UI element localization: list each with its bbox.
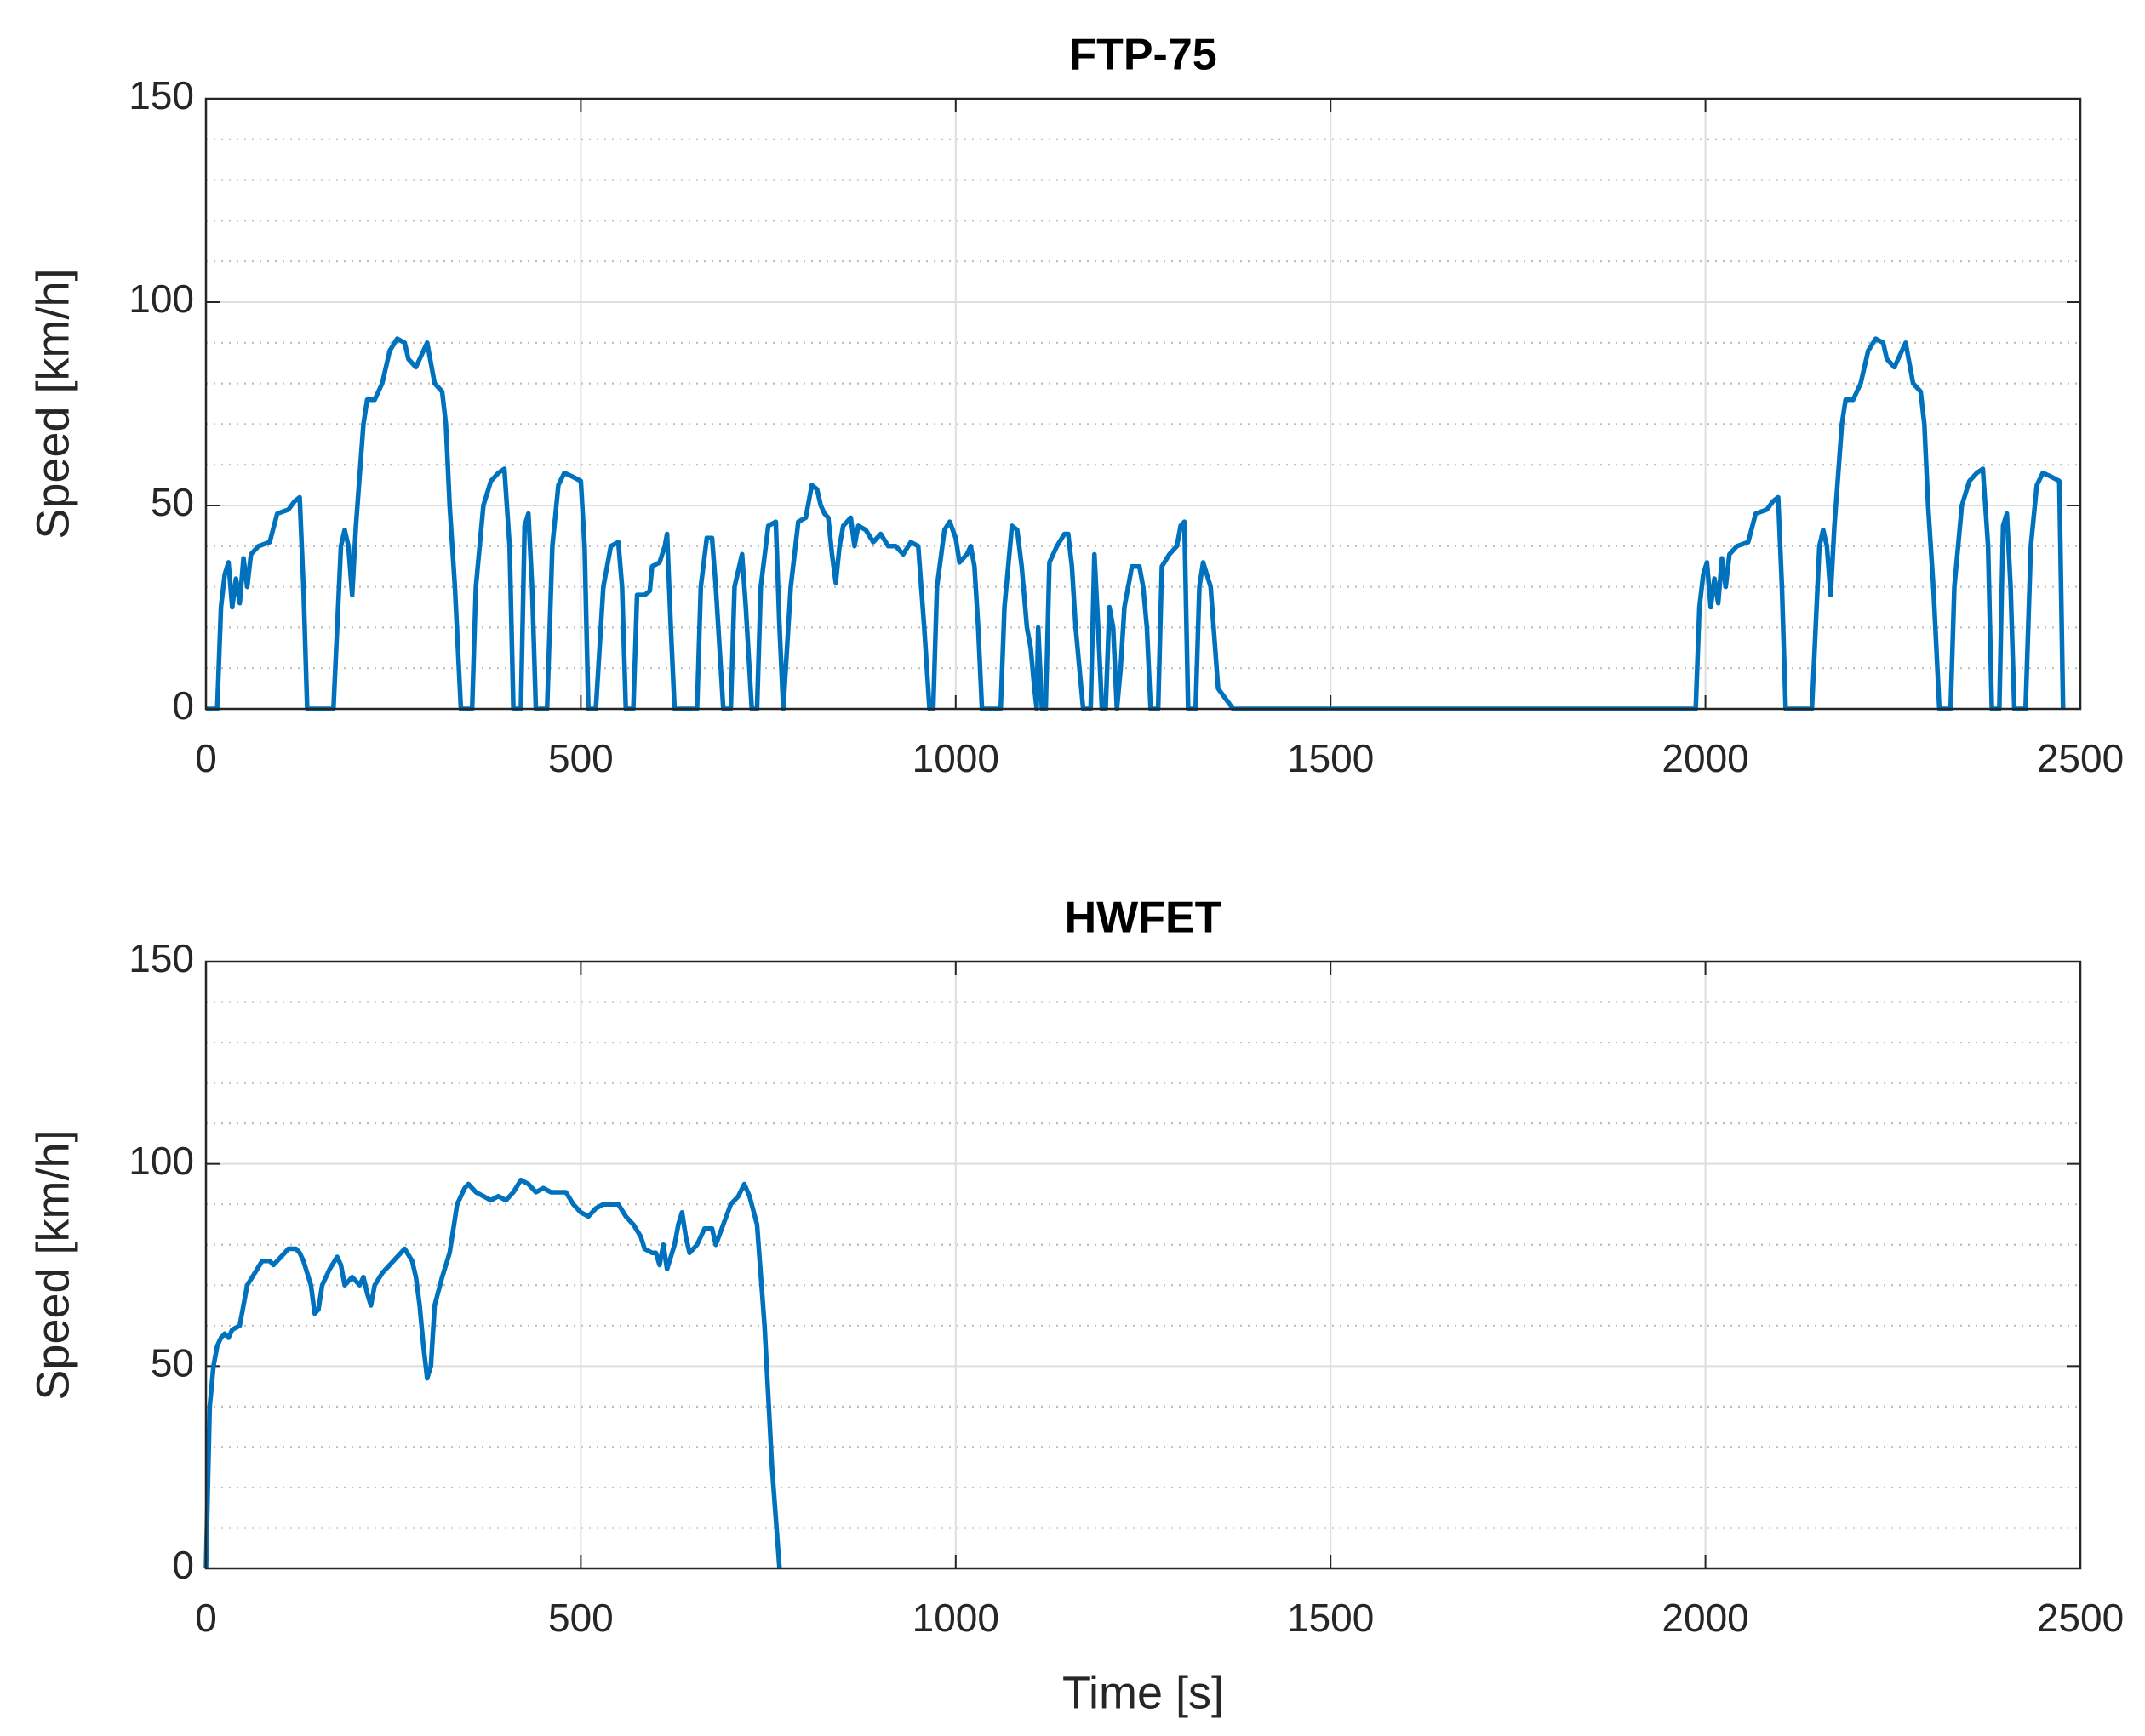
y-tick-label: 0 xyxy=(172,683,194,728)
y-tick-label: 150 xyxy=(129,73,194,117)
x-tick-label: 2500 xyxy=(2037,1596,2124,1640)
chart-title: FTP-75 xyxy=(1069,31,1216,80)
y-tick-label: 0 xyxy=(172,1543,194,1587)
axes-box xyxy=(204,97,2082,711)
x-tick-label: 1500 xyxy=(1287,1596,1374,1640)
axes-box xyxy=(204,960,2082,1570)
y-axis-label: Speed [km/h] xyxy=(27,1129,78,1400)
y-axis-label: Speed [km/h] xyxy=(27,268,78,539)
y-tick-label: 50 xyxy=(151,1340,194,1385)
x-tick-label: 1500 xyxy=(1287,736,1374,780)
x-tick-label: 2500 xyxy=(2037,736,2124,780)
x-tick-label: 1000 xyxy=(912,736,999,780)
x-tick-label: 0 xyxy=(195,736,217,780)
y-tick-label: 100 xyxy=(129,1139,194,1183)
y-tick-label: 50 xyxy=(151,480,194,524)
x-tick-label: 1000 xyxy=(912,1596,999,1640)
x-tick-label: 0 xyxy=(195,1596,217,1640)
y-tick-label: 150 xyxy=(129,936,194,980)
x-tick-label: 500 xyxy=(548,736,614,780)
x-tick-label: 500 xyxy=(548,1596,614,1640)
x-tick-label: 2000 xyxy=(1662,1596,1748,1640)
chart-title: HWFET xyxy=(1065,894,1222,943)
data-line xyxy=(203,1177,782,1569)
x-tick-label: 2000 xyxy=(1662,736,1748,780)
y-tick-label: 100 xyxy=(129,277,194,321)
x-axis-label: Time [s] xyxy=(1062,1667,1224,1718)
